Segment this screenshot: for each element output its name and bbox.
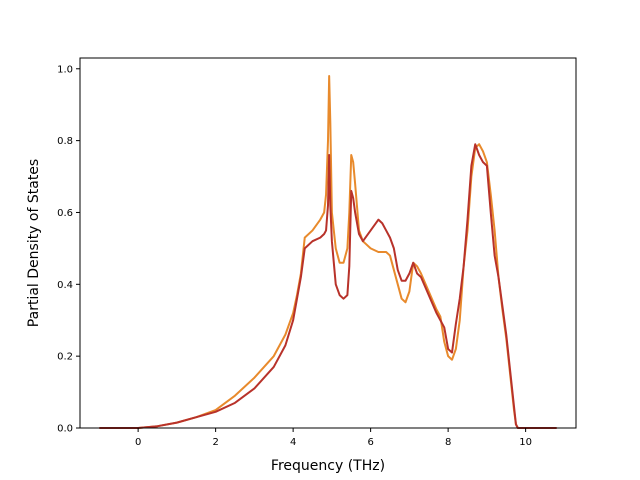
- x-tick-label: 4: [290, 437, 296, 448]
- y-axis-label: Partial Density of States: [26, 159, 42, 327]
- x-axis-ticks: 0 2 4 6 8 10: [135, 428, 532, 448]
- y-tick-label: 0.8: [57, 136, 73, 147]
- x-tick-label: 10: [519, 437, 532, 448]
- x-tick-label: 0: [135, 437, 141, 448]
- x-tick-label: 2: [212, 437, 218, 448]
- y-axis-ticks: 0.0 0.2 0.4 0.6 0.8 1.0: [57, 64, 80, 435]
- y-tick-label: 0.4: [57, 280, 73, 291]
- series-line-1: [99, 74, 557, 429]
- series-layer: [99, 74, 557, 429]
- y-tick-label: 0.6: [57, 208, 73, 219]
- x-tick-label: 8: [445, 437, 451, 448]
- plot-frame: [79, 57, 577, 429]
- x-axis-label: Frequency (THz): [271, 458, 385, 474]
- x-tick-label: 6: [367, 437, 373, 448]
- y-tick-label: 1.0: [57, 64, 73, 75]
- series-line-2: [99, 143, 557, 429]
- y-tick-label: 0.2: [57, 352, 73, 363]
- y-tick-label: 0.0: [57, 424, 73, 435]
